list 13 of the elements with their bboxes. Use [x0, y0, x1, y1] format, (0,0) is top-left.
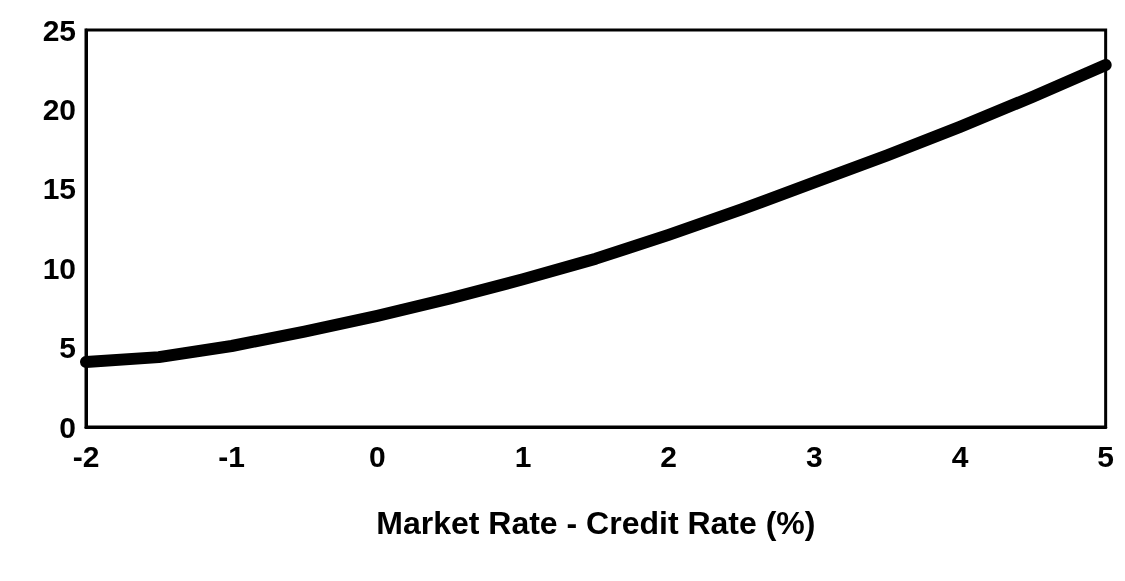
x-axis-title: Market Rate - Credit Rate (%) — [376, 505, 816, 541]
y-tick-label: 20 — [42, 92, 76, 126]
y-tick-label: 10 — [42, 251, 76, 285]
x-tick-label: -1 — [218, 439, 246, 473]
x-tick-label: 4 — [951, 439, 969, 473]
y-tick-label: 25 — [42, 13, 76, 47]
y-tick-label: 5 — [59, 331, 76, 365]
x-tick-label: 5 — [1097, 439, 1114, 473]
x-tick-label: 0 — [368, 439, 386, 473]
y-tick-label: 15 — [42, 172, 76, 206]
x-tick-label: 2 — [660, 439, 678, 473]
x-tick-label: 3 — [805, 439, 823, 473]
x-tick-label: 1 — [514, 439, 532, 473]
